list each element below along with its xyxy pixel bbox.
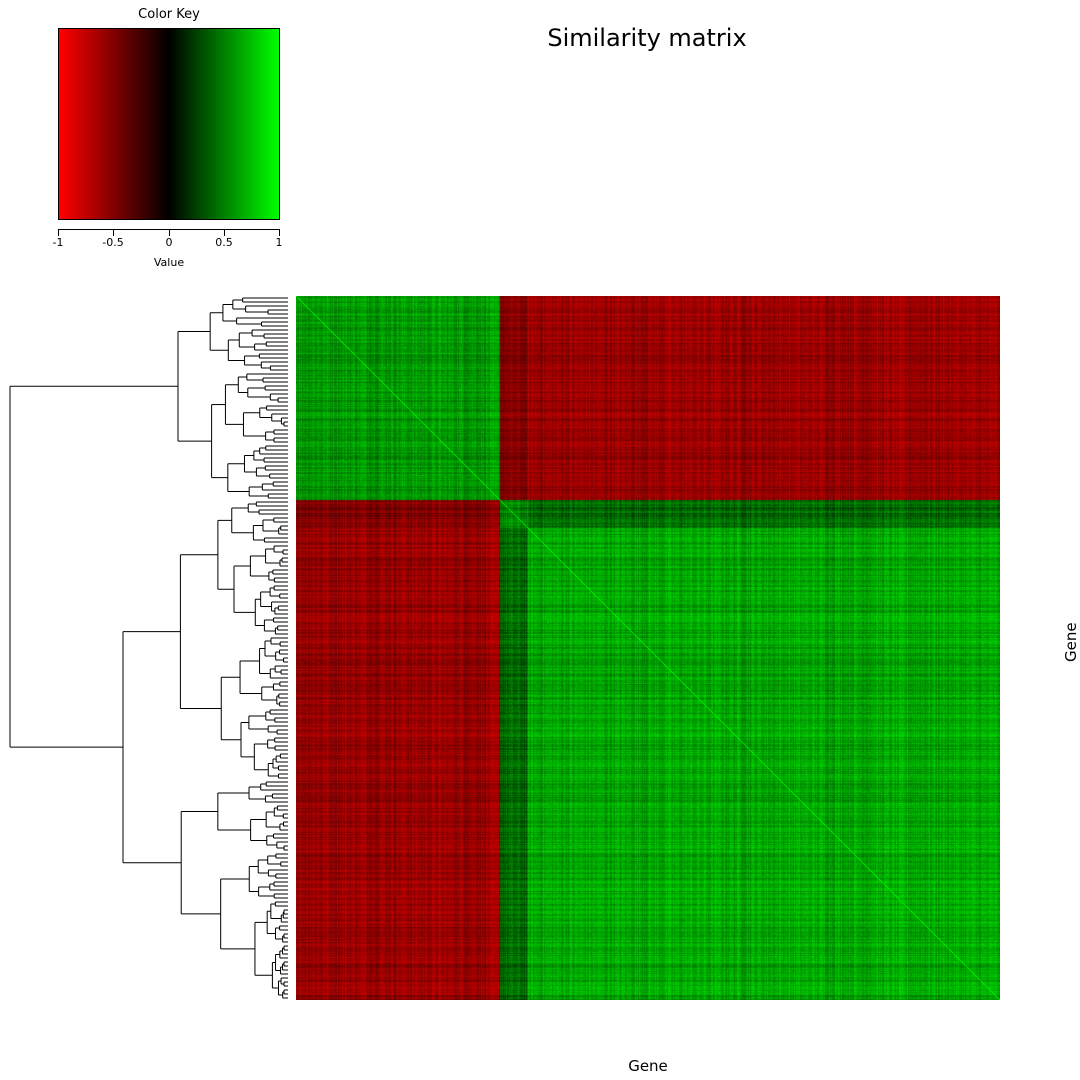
color-key-tick — [169, 229, 170, 236]
color-key-tick-label: 0.5 — [215, 236, 233, 249]
color-key-title: Color Key — [138, 7, 200, 22]
color-key-tick-label: 0 — [165, 236, 173, 249]
color-key-tick — [113, 229, 114, 236]
color-key-gradient-bar — [58, 28, 280, 220]
color-key-xlabel: Value — [153, 256, 185, 269]
row-dendrogram — [9, 297, 288, 999]
color-key-tick-label: -1 — [52, 236, 64, 249]
similarity-heatmap — [296, 296, 1000, 1000]
chart-title: Similarity matrix — [547, 24, 747, 52]
color-key-tick-label: -0.5 — [102, 236, 124, 249]
y-axis-label: Gene — [1062, 622, 1080, 662]
color-key-tick-label: 1 — [275, 236, 283, 249]
x-axis-label: Gene — [628, 1057, 668, 1075]
color-key-tick — [224, 229, 225, 236]
color-key-tick — [58, 229, 59, 236]
color-key-tick — [279, 229, 280, 236]
